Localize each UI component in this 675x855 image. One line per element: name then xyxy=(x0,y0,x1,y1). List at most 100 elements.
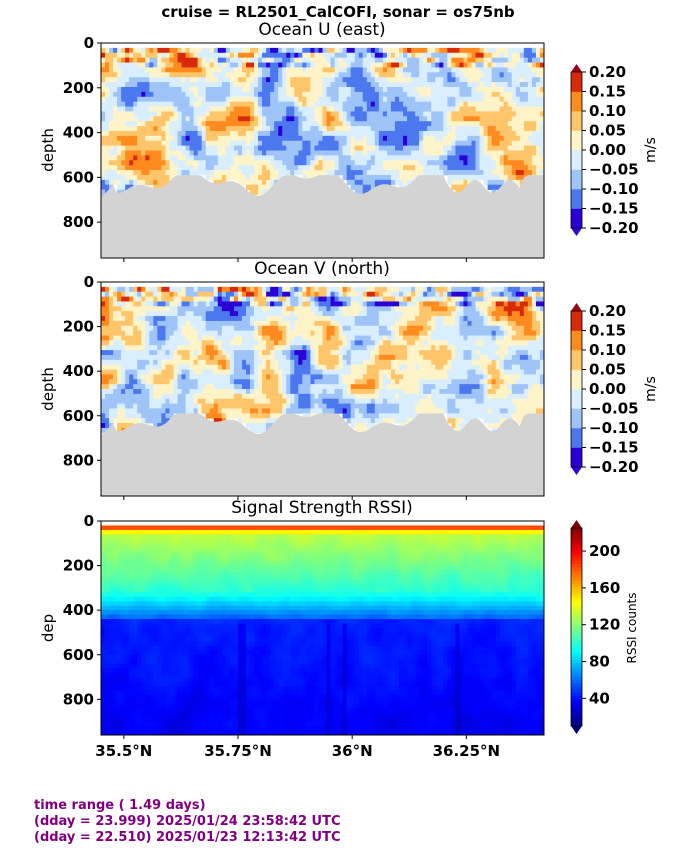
colorbar-step xyxy=(571,636,582,641)
colorbar-step xyxy=(571,610,582,615)
colorbar-tick-label: −0.10 xyxy=(589,180,639,198)
colorbar-step xyxy=(571,597,582,601)
colorbar-step xyxy=(571,577,582,582)
colorbar-step xyxy=(571,620,582,625)
colorbar-extend-low xyxy=(571,726,582,734)
ocean-u-ylabel: depth xyxy=(39,128,57,172)
colorbar-tick-label: −0.20 xyxy=(589,219,639,237)
y-tick-label: 200 xyxy=(63,318,94,336)
colorbar-step xyxy=(571,653,582,658)
colorbar-step xyxy=(571,534,582,539)
colorbar-tick-label: 200 xyxy=(589,542,620,560)
figure-suptitle: cruise = RL2501_CalCOFI, sonar = os75nb xyxy=(161,3,515,21)
colorbar-step xyxy=(571,544,582,549)
footer-end-dday: (dday = 23.999) 2025/01/24 23:58:42 UTC xyxy=(34,814,341,829)
colorbar-step xyxy=(571,554,582,559)
colorbar-step xyxy=(571,663,582,667)
colorbar-step xyxy=(571,557,582,562)
ocean-u-colorbar-label: m/s xyxy=(643,137,659,163)
colorbar-step xyxy=(571,564,582,568)
ocean-v-heatmap xyxy=(101,286,545,496)
y-tick-label: 800 xyxy=(63,690,94,708)
colorbar-extend-high xyxy=(571,303,582,311)
ocean-v-yticks: 0 200 400 600 800 xyxy=(63,273,101,469)
colorbar-step xyxy=(571,580,582,585)
colorbar-step xyxy=(571,570,582,575)
colorbar-extend-low xyxy=(571,228,582,236)
colorbar-step xyxy=(571,676,582,681)
ocean-v-ylabel: depth xyxy=(39,367,57,411)
colorbar-tick-label: 0.05 xyxy=(589,361,626,379)
colorbar-step xyxy=(571,613,582,618)
colorbar-extend-high xyxy=(571,520,582,528)
ocean-u-axes-frame xyxy=(100,42,545,259)
x-tick-label: 35.75°N xyxy=(204,742,272,760)
panel-ocean-u-title: Ocean U (east) xyxy=(258,20,385,40)
colorbar-tick-label: −0.10 xyxy=(589,419,639,437)
colorbar-step xyxy=(571,574,582,578)
colorbar-step xyxy=(571,567,582,572)
y-tick-label: 200 xyxy=(63,557,94,575)
colorbar-step xyxy=(571,547,582,552)
x-tick-label: 36.25°N xyxy=(433,742,501,760)
colorbar-level xyxy=(571,208,582,229)
colorbar-step xyxy=(571,683,582,687)
y-tick-label: 800 xyxy=(63,213,94,231)
y-tick-label: 600 xyxy=(63,168,94,186)
panel-ocean-v: Ocean V (north) depth 0 200 400 600 800 0.20… xyxy=(39,259,659,500)
colorbar-step xyxy=(571,673,582,677)
rssi-yticks: 0 200 400 600 800 xyxy=(63,512,101,708)
colorbar-tick-label: 0.15 xyxy=(589,322,626,340)
colorbar-step xyxy=(571,561,582,565)
colorbar-step xyxy=(571,669,582,674)
ocean-u-colorbar: 0.20 0.150.10 0.050.00 −0.05−0.10 −0.15−0.20 xyxy=(570,63,639,237)
footer: time range ( 1.49 days) (dday = 23.999) … xyxy=(34,798,341,846)
y-tick-label: 400 xyxy=(63,362,94,380)
colorbar-level xyxy=(571,91,582,112)
colorbar-tick-label: 0.05 xyxy=(589,122,626,140)
y-tick-label: 600 xyxy=(63,646,94,664)
colorbar-tick-label: 0.00 xyxy=(589,380,626,398)
colorbar-level xyxy=(571,150,582,170)
colorbar-step xyxy=(571,699,582,704)
y-tick-label: 0 xyxy=(84,273,94,291)
colorbar-level xyxy=(571,311,582,331)
y-tick-label: 600 xyxy=(63,407,94,425)
colorbar-tick-label: 0.15 xyxy=(589,83,626,101)
panel-ocean-v-title: Ocean V (north) xyxy=(254,259,390,279)
y-tick-label: 400 xyxy=(63,124,94,142)
colorbar-step xyxy=(571,650,582,654)
colorbar-step xyxy=(571,603,582,608)
colorbar-step xyxy=(571,607,582,611)
colorbar-step xyxy=(571,640,582,644)
y-tick-label: 0 xyxy=(84,34,94,52)
panel-rssi-title: Signal Strength RSSI) xyxy=(231,498,413,518)
colorbar-step xyxy=(571,594,582,598)
colorbar-step xyxy=(571,656,582,661)
colorbar-step xyxy=(571,712,582,717)
colorbar-step xyxy=(571,587,582,592)
x-tick-label: 35.5°N xyxy=(95,742,152,760)
colorbar-extend-high xyxy=(571,64,582,72)
ocean-v-axes-frame xyxy=(100,281,545,497)
seafloor-mask xyxy=(101,175,544,258)
colorbar-level xyxy=(571,369,582,390)
ocean-v-colorbar-label: m/s xyxy=(643,376,659,402)
rssi-colorbar-label: RSSI counts xyxy=(625,592,639,663)
colorbar-step xyxy=(571,528,582,532)
colorbar-level xyxy=(571,189,582,209)
colorbar-step xyxy=(571,643,582,648)
colorbar-step xyxy=(571,679,582,684)
colorbar-step xyxy=(571,627,582,631)
colorbar-step xyxy=(571,686,582,691)
y-tick-label: 400 xyxy=(63,601,94,619)
colorbar-step xyxy=(571,689,582,694)
rssi-ylabel: dep xyxy=(39,614,57,642)
colorbar-step xyxy=(571,630,582,634)
panel-rssi: Signal Strength RSSI) dep 0200400600800 … xyxy=(39,498,639,760)
ocean-v-xticks xyxy=(123,496,467,500)
colorbar-step xyxy=(571,666,582,671)
colorbar-level xyxy=(571,130,582,151)
rssi-axes-frame xyxy=(100,520,545,736)
